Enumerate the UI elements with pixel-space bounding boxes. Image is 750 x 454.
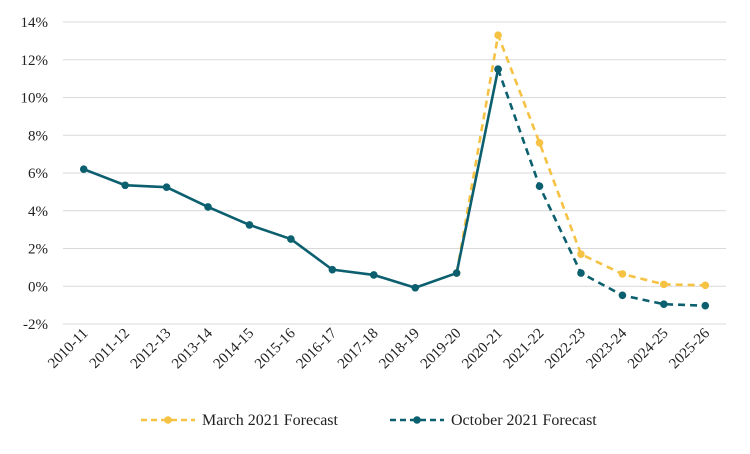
historical-point — [204, 203, 212, 211]
october-forecast-point — [577, 269, 585, 277]
march-forecast-line — [455, 33, 706, 287]
historical-point — [245, 221, 254, 229]
historical-point — [452, 269, 461, 277]
gridlines — [63, 21, 726, 325]
x-tick-label: 2017-18 — [335, 326, 382, 373]
historical-point — [162, 183, 171, 191]
x-tick-label: 2025-26 — [666, 325, 713, 372]
march-forecast-point — [494, 31, 502, 40]
x-tick-label: 2010-11 — [45, 326, 91, 372]
october-forecast-point — [701, 301, 710, 310]
x-tick-label: 2015-16 — [252, 325, 299, 372]
y-tick-label: 2% — [28, 242, 48, 258]
y-tick-label: 8% — [28, 128, 48, 144]
x-tick-label: 2022-23 — [542, 326, 589, 373]
historical-point — [328, 265, 337, 274]
legend-march-label: March 2021 Forecast — [202, 412, 339, 429]
x-tick-label: 2021-22 — [501, 326, 548, 373]
legend-item-october: October 2021 Forecast — [390, 412, 597, 429]
x-tick-label: 2019-20 — [418, 326, 465, 373]
historical-point — [411, 283, 420, 292]
october-forecast-line — [496, 68, 706, 307]
legend-october-label: October 2021 Forecast — [451, 412, 597, 429]
x-tick-label: 2024-25 — [625, 326, 672, 373]
historical-series — [79, 65, 502, 292]
series-lines — [79, 31, 710, 310]
y-tick-label: 14% — [21, 15, 49, 31]
x-tick-label: 2016-17 — [294, 325, 341, 372]
historical-line — [83, 68, 500, 290]
october-forecast-series — [494, 65, 710, 310]
y-axis-tick-labels: -2% 0% 2% 4% 6% 8% 10% 12% 14% — [21, 15, 49, 333]
march-forecast-point — [618, 270, 627, 278]
x-tick-label: 2018-19 — [376, 326, 423, 373]
y-tick-label: 6% — [28, 166, 48, 182]
x-axis-tick-labels: 2010-112011-122012-132013-142014-152015-… — [45, 325, 713, 372]
october-forecast-point — [618, 291, 627, 300]
legend-march-swatch-marker — [164, 416, 172, 424]
march-forecast-point — [577, 250, 585, 258]
march-forecast-point — [535, 139, 544, 147]
march-forecast-point — [701, 281, 710, 290]
x-tick-label: 2023-24 — [584, 325, 631, 372]
y-tick-label: 10% — [21, 91, 49, 107]
march-forecast-series — [452, 31, 710, 290]
x-tick-label: 2012-13 — [128, 326, 175, 373]
x-tick-label: 2014-15 — [211, 326, 258, 373]
october-forecast-point — [660, 300, 668, 308]
historical-point — [369, 271, 378, 279]
y-tick-label: 4% — [28, 204, 48, 220]
x-tick-label: 2011-12 — [87, 326, 133, 372]
march-forecast-point — [660, 280, 668, 289]
x-tick-label: 2013-14 — [169, 325, 216, 372]
x-tick-label: 2020-21 — [459, 326, 506, 373]
y-tick-label: 12% — [21, 53, 49, 69]
october-forecast-point — [494, 65, 502, 73]
historical-point — [79, 165, 88, 174]
october-forecast-point — [535, 182, 544, 191]
y-tick-label: -2% — [23, 317, 48, 333]
historical-point — [287, 235, 295, 243]
y-tick-label: 0% — [28, 279, 48, 295]
legend-item-march: March 2021 Forecast — [141, 412, 339, 429]
historical-point — [121, 181, 129, 190]
legend: March 2021 Forecast October 2021 Forecas… — [141, 412, 597, 429]
legend-october-swatch-marker — [413, 416, 421, 424]
